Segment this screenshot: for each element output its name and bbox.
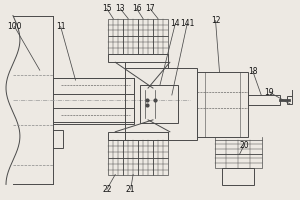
Bar <box>197 72 248 137</box>
Bar <box>138 36 153 54</box>
Text: 12: 12 <box>211 16 220 25</box>
Text: 19: 19 <box>264 88 274 97</box>
Bar <box>138 19 153 36</box>
Bar <box>153 158 168 175</box>
Bar <box>153 140 168 158</box>
Text: 17: 17 <box>145 4 155 13</box>
Text: 16: 16 <box>132 4 141 13</box>
Bar <box>53 78 134 94</box>
Text: 14: 14 <box>170 19 180 28</box>
Text: 18: 18 <box>248 67 257 76</box>
Bar <box>108 36 123 54</box>
Bar <box>223 168 254 185</box>
Bar <box>123 19 138 36</box>
Text: 15: 15 <box>102 4 112 13</box>
Bar <box>108 132 168 140</box>
Text: 11: 11 <box>56 22 65 31</box>
Bar <box>138 158 153 175</box>
Bar <box>214 154 262 168</box>
Text: 22: 22 <box>102 185 112 194</box>
Bar <box>153 19 168 36</box>
Text: 141: 141 <box>180 19 194 28</box>
Text: 20: 20 <box>239 141 249 150</box>
Bar <box>108 19 123 36</box>
Text: 13: 13 <box>116 4 125 13</box>
Bar <box>108 140 123 158</box>
Bar <box>108 158 123 175</box>
Text: 21: 21 <box>126 185 135 194</box>
Bar <box>108 54 168 62</box>
Bar <box>153 36 168 54</box>
Bar <box>140 85 178 123</box>
Text: 100: 100 <box>7 22 22 31</box>
Bar <box>123 158 138 175</box>
Bar <box>125 68 197 140</box>
Bar <box>287 96 292 104</box>
Bar <box>248 95 280 105</box>
Bar <box>138 140 153 158</box>
Bar <box>53 108 134 124</box>
Bar <box>123 36 138 54</box>
Bar <box>53 130 63 148</box>
Bar <box>123 140 138 158</box>
Bar <box>214 140 262 154</box>
